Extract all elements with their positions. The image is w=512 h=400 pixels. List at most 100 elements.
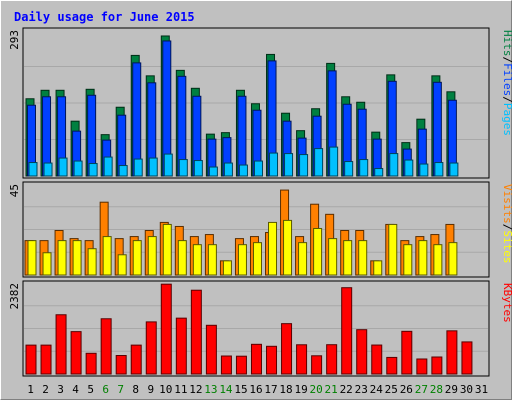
x-tick-label-3: 3 xyxy=(57,383,64,396)
x-tick-label-7: 7 xyxy=(117,383,124,396)
x-tick-label-12: 12 xyxy=(189,383,202,396)
bar-sites-day-26 xyxy=(403,244,413,276)
x-tick-label-16: 16 xyxy=(249,383,262,396)
x-tick-label-1: 1 xyxy=(27,383,34,396)
x-tick-label-30: 30 xyxy=(460,383,473,396)
bar-pages-day-3 xyxy=(58,157,68,177)
bar-sites-day-24 xyxy=(373,260,383,276)
x-tick-label-22: 22 xyxy=(340,383,353,396)
bar-sites-day-14 xyxy=(222,260,232,276)
bar-sites-day-28 xyxy=(433,244,443,276)
bar-sites-day-1 xyxy=(27,240,37,276)
legend-separator: / xyxy=(501,224,512,231)
bar-pages-day-17 xyxy=(269,152,279,177)
bar-kbytes-day-29 xyxy=(446,330,458,375)
bar-pages-day-12 xyxy=(193,160,203,177)
legend-pages: Pages xyxy=(501,103,512,136)
x-tick-label-19: 19 xyxy=(294,383,307,396)
bar-kbytes-day-6 xyxy=(100,318,112,375)
bar-pages-day-22 xyxy=(344,161,354,177)
legend-files: Files xyxy=(501,63,512,96)
bar-kbytes-day-17 xyxy=(266,345,278,375)
x-tick-label-31: 31 xyxy=(475,383,488,396)
bar-kbytes-day-10 xyxy=(160,283,172,375)
kbytes-panel-series-kbytes xyxy=(25,283,473,375)
bar-sites-day-6 xyxy=(102,236,112,276)
bar-sites-day-2 xyxy=(42,252,52,276)
visits-panel-legend-text: Visits/Sites xyxy=(501,184,512,264)
bar-kbytes-day-25 xyxy=(386,356,398,375)
bar-pages-day-21 xyxy=(329,146,339,177)
chart-title: Daily usage for June 2015 xyxy=(14,10,195,24)
bar-kbytes-day-26 xyxy=(401,330,413,375)
bar-sites-day-19 xyxy=(298,242,308,276)
bar-pages-day-7 xyxy=(118,165,128,177)
hits-panel-series-pages xyxy=(28,146,459,177)
kbytes-panel: 2382 KBytes xyxy=(8,280,512,377)
bar-kbytes-day-18 xyxy=(281,323,293,375)
x-tick-label-18: 18 xyxy=(279,383,292,396)
hits-panel-ymax-label: 293 xyxy=(8,30,21,50)
bar-sites-day-16 xyxy=(252,242,262,276)
bar-pages-day-18 xyxy=(284,153,294,177)
bar-kbytes-day-15 xyxy=(235,355,247,375)
x-tick-label-25: 25 xyxy=(385,383,398,396)
bar-kbytes-day-8 xyxy=(130,344,142,375)
bar-sites-day-11 xyxy=(177,240,187,276)
legend-separator: / xyxy=(501,57,512,64)
bar-pages-day-25 xyxy=(389,153,399,177)
x-tick-label-14: 14 xyxy=(219,383,233,396)
hits-panel-legend-text: Hits/Files/Pages xyxy=(501,30,512,136)
bar-kbytes-day-30 xyxy=(461,341,473,375)
x-tick-label-4: 4 xyxy=(72,383,79,396)
bar-sites-day-9 xyxy=(147,236,157,276)
x-tick-label-17: 17 xyxy=(264,383,277,396)
bar-kbytes-day-21 xyxy=(326,344,338,375)
bar-sites-day-7 xyxy=(117,254,127,276)
x-tick-label-29: 29 xyxy=(445,383,458,396)
bar-kbytes-day-4 xyxy=(70,331,82,375)
bar-sites-day-13 xyxy=(207,244,217,276)
x-tick-label-11: 11 xyxy=(174,383,187,396)
bar-pages-day-16 xyxy=(253,160,263,177)
bar-kbytes-day-9 xyxy=(145,321,157,375)
bar-kbytes-day-24 xyxy=(371,344,383,375)
bar-files-day-28 xyxy=(432,81,442,177)
legend-separator: / xyxy=(501,96,512,103)
bar-kbytes-day-7 xyxy=(115,355,127,375)
visits-panel-ymax-label: 45 xyxy=(8,184,21,197)
bar-kbytes-day-1 xyxy=(25,344,37,375)
bar-sites-day-18 xyxy=(283,219,293,276)
visits-panel-legend: Visits/Sites xyxy=(501,184,512,264)
legend-sites: Sites xyxy=(501,230,512,263)
visits-panel-series-sites xyxy=(27,219,458,276)
bar-kbytes-day-23 xyxy=(356,329,368,375)
x-tick-label-9: 9 xyxy=(147,383,154,396)
x-tick-label-8: 8 xyxy=(132,383,139,396)
kbytes-panel-ymax-label: 2382 xyxy=(8,283,21,310)
x-tick-label-23: 23 xyxy=(355,383,368,396)
bar-pages-day-10 xyxy=(163,153,173,177)
bar-sites-day-23 xyxy=(358,240,368,276)
x-tick-label-15: 15 xyxy=(234,383,247,396)
hits-panel-series-files xyxy=(27,40,457,177)
bar-pages-day-15 xyxy=(238,164,248,177)
bar-kbytes-day-20 xyxy=(311,355,323,375)
bar-pages-day-20 xyxy=(314,148,324,177)
bar-kbytes-day-27 xyxy=(416,358,428,375)
bar-sites-day-22 xyxy=(343,240,353,276)
bar-pages-day-5 xyxy=(88,163,98,177)
hits-panel-legend: Hits/Files/Pages xyxy=(501,30,512,136)
bar-pages-day-29 xyxy=(449,162,459,177)
bar-sites-day-5 xyxy=(87,248,97,276)
bar-pages-day-24 xyxy=(374,168,384,177)
bar-kbytes-day-2 xyxy=(40,344,52,375)
bar-sites-day-3 xyxy=(57,240,67,276)
bar-files-day-15 xyxy=(237,95,247,177)
bar-pages-day-4 xyxy=(73,160,83,177)
x-tick-label-28: 28 xyxy=(430,383,443,396)
x-tick-label-24: 24 xyxy=(370,383,384,396)
x-tick-label-10: 10 xyxy=(159,383,172,396)
bar-kbytes-day-3 xyxy=(55,314,67,375)
bar-sites-day-20 xyxy=(313,227,323,276)
